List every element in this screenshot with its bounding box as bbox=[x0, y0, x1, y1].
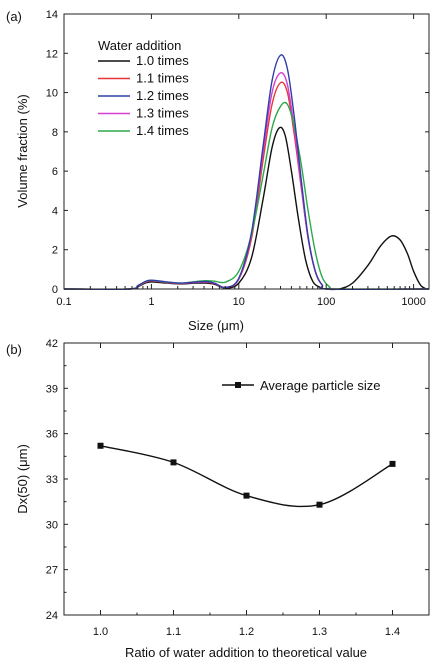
panel-b: (b) 24 27 30 33 36 39 42 1.0 1.1 1.2 1.3 1.4 Ratio… bbox=[6, 338, 430, 660]
y-tick-label: 2 bbox=[52, 245, 58, 257]
panel-b-legend: Average particle size bbox=[222, 378, 380, 393]
y-tick-label: 8 bbox=[52, 127, 58, 139]
y-tick-label: 30 bbox=[46, 519, 58, 531]
legend-swatch-marker bbox=[235, 382, 241, 388]
x-tick-label: 1.3 bbox=[312, 626, 327, 638]
x-tick-label: 10 bbox=[233, 296, 245, 308]
panel-b-y-axis-label: Dx(50) (μm) bbox=[15, 444, 30, 514]
x-tick-label: 1.4 bbox=[385, 626, 400, 638]
y-tick-label: 10 bbox=[46, 88, 58, 100]
panel-a-series bbox=[63, 54, 430, 291]
data-point-marker bbox=[243, 492, 250, 499]
y-tick-label: 42 bbox=[46, 338, 58, 350]
x-tick-label: 1.1 bbox=[166, 626, 181, 638]
panel-a-x-axis-label: Size (μm) bbox=[188, 318, 244, 333]
panel-b-x-axis-label: Ratio of water addition to theoretical v… bbox=[125, 645, 367, 660]
y-tick-label: 0 bbox=[52, 284, 58, 296]
x-tick-label: 0.1 bbox=[56, 296, 71, 308]
legend-entry: 1.1 times bbox=[136, 71, 189, 86]
legend-entry: 1.4 times bbox=[136, 123, 189, 138]
data-point-marker bbox=[316, 501, 323, 508]
panel-b-y-ticks: 24 27 30 33 36 39 42 bbox=[46, 338, 429, 622]
y-tick-label: 27 bbox=[46, 565, 58, 577]
data-point-marker bbox=[389, 460, 396, 467]
panel-b-label: (b) bbox=[6, 342, 22, 357]
panel-a-y-ticks: 0 2 4 6 8 10 12 14 bbox=[46, 9, 429, 296]
panel-a-x-ticks: 0.1 1 10 100 1000 bbox=[56, 14, 426, 308]
legend-entry: 1.2 times bbox=[136, 88, 189, 103]
y-tick-label: 6 bbox=[52, 166, 58, 178]
legend-entry: 1.0 times bbox=[136, 53, 189, 68]
legend-entry: 1.3 times bbox=[136, 106, 189, 121]
panel-b-x-ticks: 1.0 1.1 1.2 1.3 1.4 bbox=[93, 343, 400, 638]
x-tick-label: 1.2 bbox=[239, 626, 254, 638]
y-tick-label: 39 bbox=[46, 383, 58, 395]
data-point-marker bbox=[170, 459, 177, 466]
x-tick-label: 1 bbox=[148, 296, 154, 308]
y-tick-label: 12 bbox=[46, 48, 58, 60]
panel-a-frame bbox=[63, 13, 430, 290]
data-point-marker bbox=[97, 442, 104, 449]
y-tick-label: 14 bbox=[46, 9, 58, 21]
panel-a-y-axis-label: Volume fraction (%) bbox=[15, 94, 30, 207]
panel-a-legend: Water addition 1.0 times 1.1 times 1.2 tim… bbox=[98, 38, 189, 138]
series-line-1-2-times bbox=[63, 54, 430, 290]
x-tick-label: 1000 bbox=[401, 296, 425, 308]
panel-b-series bbox=[97, 442, 396, 508]
legend-entry: Average particle size bbox=[260, 378, 380, 393]
x-tick-label: 1.0 bbox=[93, 626, 108, 638]
y-tick-label: 24 bbox=[46, 610, 58, 622]
x-tick-label: 100 bbox=[317, 296, 335, 308]
panel-a-label: (a) bbox=[6, 9, 22, 24]
panel-a-legend-title: Water addition bbox=[98, 38, 181, 53]
y-tick-label: 4 bbox=[52, 205, 58, 217]
y-tick-label: 36 bbox=[46, 429, 58, 441]
y-tick-label: 33 bbox=[46, 474, 58, 486]
